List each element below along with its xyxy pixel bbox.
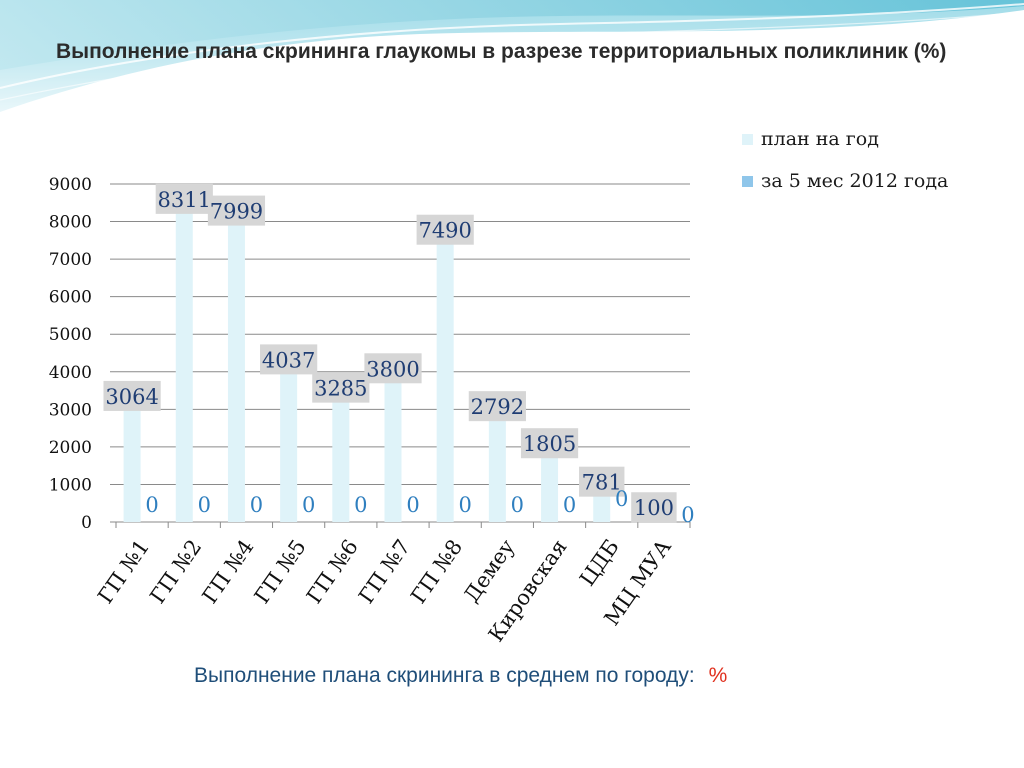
bar-plan <box>280 370 298 522</box>
header-wave-decoration <box>0 0 1024 112</box>
data-label-plan: 7999 <box>210 200 263 224</box>
bar-plan <box>593 492 611 522</box>
data-label-box <box>631 492 677 523</box>
data-label-plan: 3800 <box>366 357 419 381</box>
x-tick-label: ГП №5 <box>250 535 311 608</box>
legend-item-actual: за 5 мес 2012 года <box>742 160 948 202</box>
y-tick-label: 3000 <box>49 400 92 420</box>
bar-plan <box>175 209 193 522</box>
data-label-actual: 0 <box>511 493 524 517</box>
legend-label-actual: за 5 мес 2012 года <box>761 170 949 192</box>
legend-swatch-plan <box>742 133 753 145</box>
data-label-actual: 0 <box>681 503 694 527</box>
x-tick-label: ГП №7 <box>354 535 415 608</box>
data-label-box <box>416 214 474 245</box>
data-label-plan: 8311 <box>158 188 211 212</box>
y-tick-label: 0 <box>81 513 92 533</box>
data-label-actual: 0 <box>563 493 576 517</box>
x-tick-label: ГП №6 <box>302 535 363 608</box>
data-label-box <box>364 353 422 384</box>
bar-chart: 0100020003000400050006000700080009000306… <box>49 175 695 646</box>
data-label-plan: 3064 <box>105 385 158 409</box>
data-label-actual: 0 <box>458 493 471 517</box>
y-tick-label: 6000 <box>49 288 92 308</box>
bar-plan <box>384 379 402 522</box>
bar-plan <box>541 454 559 522</box>
slide-title: Выполнение плана скрининга глаукомы в ра… <box>56 40 947 63</box>
footer-unit: % <box>708 664 728 687</box>
y-tick-label: 8000 <box>49 213 92 233</box>
y-tick-label: 4000 <box>49 363 92 383</box>
data-label-box <box>468 391 526 422</box>
y-tick-label: 1000 <box>49 475 92 495</box>
legend-swatch-actual <box>742 175 753 187</box>
data-label-actual: 0 <box>615 487 628 511</box>
x-tick-label: ГП №4 <box>198 535 259 608</box>
data-label-actual: 0 <box>145 493 158 517</box>
data-label-box <box>103 380 161 411</box>
y-tick-label: 9000 <box>49 175 92 195</box>
data-label-box <box>520 428 579 459</box>
footer-summary: Выполнение плана скрининга в среднем по … <box>194 664 727 688</box>
data-label-actual: 0 <box>354 493 367 517</box>
data-label-box <box>155 183 213 214</box>
data-label-box <box>260 344 318 375</box>
x-tick-label: ЦДБ <box>575 535 624 590</box>
data-label-plan: 2792 <box>471 395 524 419</box>
x-tick-label: ГП №8 <box>406 535 467 608</box>
data-label-plan: 1805 <box>523 432 576 456</box>
data-label-plan: 100 <box>634 496 674 520</box>
bar-plan <box>332 398 350 522</box>
y-tick-label: 5000 <box>49 325 92 345</box>
bar-plan <box>123 406 141 522</box>
x-tick-label: ГП №2 <box>145 535 206 608</box>
data-label-actual: 0 <box>250 493 263 517</box>
data-label-box <box>579 466 625 497</box>
bar-plan <box>488 417 506 522</box>
y-tick-label: 2000 <box>49 438 92 458</box>
legend-item-plan: план на год <box>742 118 948 160</box>
chart-legend: план на год за 5 мес 2012 года <box>742 118 948 202</box>
bar-plan <box>227 221 245 522</box>
legend-label-plan: план на год <box>761 128 879 150</box>
footer-text: Выполнение плана скрининга в среднем по … <box>194 664 695 687</box>
y-tick-label: 7000 <box>49 250 92 270</box>
data-label-actual: 0 <box>302 493 315 517</box>
data-label-actual: 0 <box>198 493 211 517</box>
data-label-plan: 4037 <box>262 348 315 372</box>
bar-plan <box>436 240 454 522</box>
data-label-plan: 7490 <box>418 219 471 243</box>
data-label-plan: 781 <box>582 471 622 495</box>
data-label-plan: 3285 <box>314 377 367 401</box>
data-label-actual: 0 <box>406 493 419 517</box>
data-label-box <box>207 195 266 226</box>
data-label-box <box>312 372 370 403</box>
x-tick-label: ГП №1 <box>93 535 154 608</box>
